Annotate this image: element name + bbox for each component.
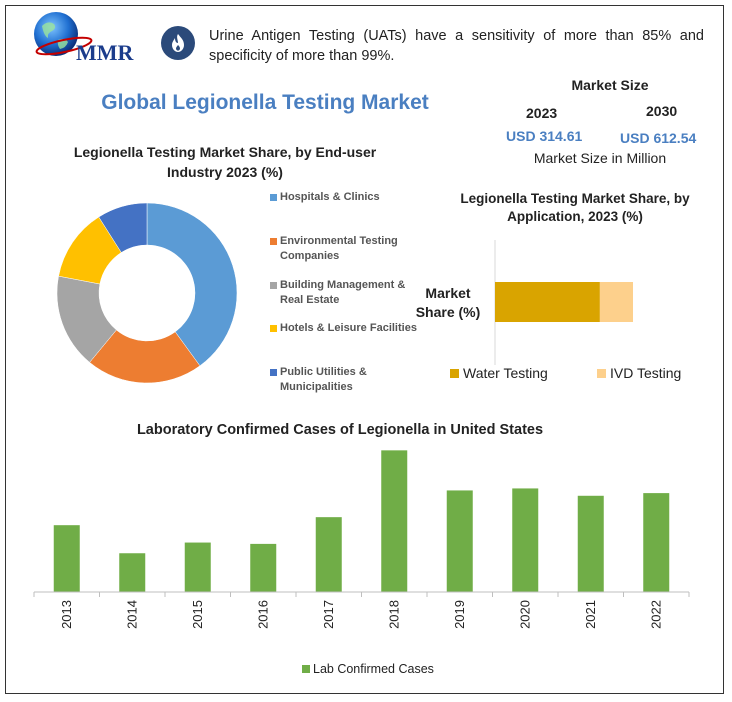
legend-item-hospitals-clinics: Hospitals & Clinics <box>270 190 420 205</box>
cases-legend-swatch <box>302 665 310 673</box>
cases-bar-2015 <box>184 542 211 592</box>
globe-icon <box>34 12 93 56</box>
application-legend-label-water-testing: Water Testing <box>463 365 548 381</box>
cases-bar-2014 <box>119 553 146 592</box>
legend-item-hotels-leisure-facilities: Hotels & Leisure Facilities <box>270 321 420 336</box>
donut-chart-title: Legionella Testing Market Share, by End-… <box>73 144 377 180</box>
legend-swatch <box>270 369 277 376</box>
cases-tick-label-2013: 2013 <box>59 600 74 629</box>
application-legend-swatch-water-testing <box>450 369 459 378</box>
donut-chart <box>56 202 238 384</box>
cases-tick-label-2016: 2016 <box>255 600 270 629</box>
donut-slice-public-utilities-municipalities <box>98 202 148 253</box>
legend-item-public-utilities-municipalities: Public Utilities & Municipalities <box>270 365 420 395</box>
cases-bar-2013 <box>53 525 80 592</box>
market-size-value-start: USD 314.61 <box>506 128 583 144</box>
legend-item-environmental-testing-companies: Environmental Testing Companies <box>270 234 420 264</box>
application-legend-swatch-ivd-testing <box>597 369 606 378</box>
cases-chart-title: Laboratory Confirmed Cases of Legionella… <box>136 422 544 438</box>
market-size-subtitle: Market Size in Million <box>533 150 667 166</box>
application-bar-ivd-testing <box>599 282 633 322</box>
cases-tick-label-2021: 2021 <box>583 600 598 629</box>
market-size-title: Market Size <box>571 77 649 93</box>
cases-tick-label-2018: 2018 <box>386 600 401 629</box>
cases-tick-label-2019: 2019 <box>452 600 467 629</box>
legend-label: Hospitals & Clinics <box>280 191 380 203</box>
legend-label: Public Utilities & Municipalities <box>280 366 367 393</box>
legend-label: Hotels & Leisure Facilities <box>280 322 417 334</box>
infographic-frame <box>5 5 724 694</box>
cases-bar-2021 <box>577 495 604 592</box>
cases-bar-2016 <box>250 543 277 592</box>
legend-label: Building Management & Real Estate <box>280 279 406 306</box>
market-size-year-start: 2023 <box>526 105 558 121</box>
legend-swatch <box>270 194 277 201</box>
donut-slice-environmental-testing-companies <box>89 329 201 384</box>
cases-tick-label-2022: 2022 <box>648 600 663 629</box>
cases-tick-label-2014: 2014 <box>124 600 139 629</box>
cases-chart: 2013 2014 2015 2016 2017 2018 2019 2020 2021 2022… <box>33 450 690 676</box>
cases-bar-2017 <box>315 517 342 592</box>
page-title: Global Legionella Testing Market <box>101 91 429 114</box>
market-size-year-end: 2030 <box>646 103 678 119</box>
logo-text: MMR <box>76 40 135 65</box>
donut-slice-hospitals-clinics <box>146 202 238 367</box>
mmr-logo: MMR <box>34 12 135 65</box>
application-bar-water-testing <box>495 282 600 322</box>
legend-label: Environmental Testing Companies <box>280 235 398 262</box>
cases-tick-label-2015: 2015 <box>190 600 205 629</box>
cases-bar-2020 <box>512 488 539 592</box>
cases-bar-2019 <box>446 490 473 592</box>
legend-swatch <box>270 282 277 289</box>
application-chart: Market Share (%) Water Testing IVD Testing <box>416 240 681 381</box>
fact-text: Urine Antigen Testing (UATs) have a sens… <box>209 28 704 64</box>
legend-swatch <box>270 325 277 332</box>
application-legend-label-ivd-testing: IVD Testing <box>610 365 681 381</box>
application-chart-title: Legionella Testing Market Share, by Appl… <box>460 191 690 224</box>
application-category-label: Market Share (%) <box>416 285 481 320</box>
market-size-value-end: USD 612.54 <box>620 130 697 146</box>
cases-tick-label-2017: 2017 <box>321 600 336 629</box>
flame-icon <box>161 26 195 60</box>
legend-swatch <box>270 238 277 245</box>
cases-tick-label-2020: 2020 <box>517 600 532 629</box>
legend-item-building-management-real-estate: Building Management & Real Estate <box>270 278 420 308</box>
cases-bar-2022 <box>643 493 670 592</box>
cases-legend-label: Lab Confirmed Cases <box>313 662 434 676</box>
cases-bar-2018 <box>381 450 408 592</box>
